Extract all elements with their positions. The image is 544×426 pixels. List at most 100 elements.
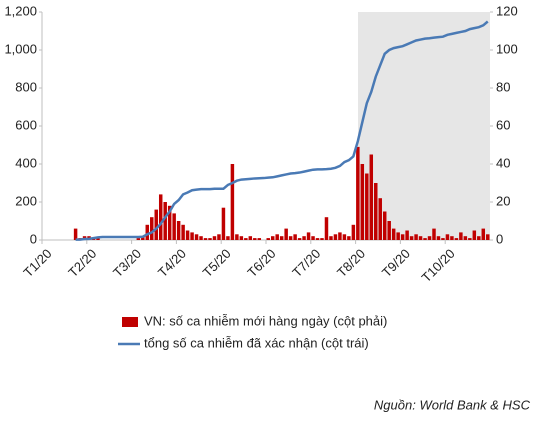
bar (244, 238, 248, 240)
bar (230, 164, 235, 240)
bar (338, 232, 342, 240)
bar (333, 234, 338, 240)
bar (257, 238, 262, 240)
bar (208, 238, 212, 240)
x-tick-label: T4/20 (155, 246, 189, 280)
bar (459, 232, 463, 240)
x-tick-label: T9/20 (379, 246, 413, 280)
bar (163, 202, 167, 240)
bar (378, 198, 382, 240)
bar (176, 221, 181, 240)
bar (203, 238, 208, 240)
bar (172, 213, 176, 240)
bar (432, 228, 436, 240)
bar (181, 224, 185, 240)
y2-tick-label: 20 (496, 193, 510, 208)
bar (427, 236, 432, 240)
bar (136, 238, 141, 240)
bar (235, 234, 239, 240)
x-tick-label: T1/20 (20, 246, 54, 280)
y-tick-label: 0 (30, 231, 37, 246)
bar (441, 238, 445, 240)
bar (414, 234, 418, 240)
bar (405, 230, 409, 240)
bar (73, 228, 78, 240)
source-note: Nguồn: World Bank & HSC (374, 397, 531, 412)
bar (320, 238, 324, 240)
x-tick-label: T8/20 (334, 246, 368, 280)
bar (369, 154, 374, 240)
y2-tick-label: 40 (496, 155, 510, 170)
x-tick-label: T10/20 (419, 246, 458, 285)
bar (400, 234, 405, 240)
bar (212, 236, 217, 240)
y-tick-label: 800 (15, 79, 37, 94)
bar (472, 230, 477, 240)
bar (145, 224, 150, 240)
bar (450, 236, 454, 240)
y2-tick-label: 80 (496, 79, 510, 94)
bar (185, 230, 190, 240)
bar (477, 236, 481, 240)
y-tick-label: 400 (15, 155, 37, 170)
bar (279, 236, 284, 240)
bar (409, 236, 414, 240)
y-tick-label: 1,200 (4, 3, 37, 18)
legend-label: tổng số ca nhiễm đã xác nhận (cột trái) (144, 335, 369, 350)
bar (396, 232, 400, 240)
bar (275, 234, 279, 240)
bar (454, 238, 459, 240)
x-tick-label: T5/20 (200, 246, 234, 280)
bar (217, 234, 221, 240)
bar (221, 207, 226, 240)
bar (96, 238, 100, 240)
bar (423, 238, 427, 240)
bar (486, 234, 490, 240)
bar (266, 238, 270, 240)
bar (418, 236, 423, 240)
bar (351, 224, 356, 240)
bar (158, 194, 163, 240)
bar (315, 238, 320, 240)
bar (302, 236, 306, 240)
bar (436, 236, 441, 240)
bar (248, 236, 253, 240)
y2-tick-label: 100 (496, 41, 518, 56)
bar (360, 164, 365, 240)
bar (391, 228, 396, 240)
bar (365, 173, 369, 240)
bar (387, 221, 391, 240)
line (75, 20, 489, 241)
y2-tick-label: 120 (496, 3, 518, 18)
bar (306, 232, 311, 240)
legend-swatch (122, 317, 138, 327)
bar (347, 236, 351, 240)
bar (324, 217, 329, 240)
bar (374, 183, 378, 240)
bar (382, 211, 387, 240)
x-tick-label: T6/20 (244, 246, 278, 280)
bar (150, 217, 154, 240)
y-tick-label: 600 (15, 117, 37, 132)
x-tick-label: T2/20 (65, 246, 99, 280)
bar (167, 205, 172, 240)
bar (329, 236, 333, 240)
bar (293, 234, 297, 240)
bar (190, 232, 194, 240)
y-tick-label: 200 (15, 193, 37, 208)
bar (284, 228, 288, 240)
bar (342, 234, 347, 240)
bar (141, 236, 145, 240)
bar (297, 238, 302, 240)
x-tick-label: T3/20 (110, 246, 144, 280)
bar (253, 238, 257, 240)
bar (481, 228, 486, 240)
bar (226, 236, 230, 240)
bar (199, 236, 203, 240)
y2-tick-label: 0 (496, 231, 503, 246)
y-tick-label: 1,000 (4, 41, 37, 56)
highlight-region (358, 12, 490, 240)
bar (270, 236, 275, 240)
bar (194, 234, 199, 240)
bar (154, 209, 158, 240)
